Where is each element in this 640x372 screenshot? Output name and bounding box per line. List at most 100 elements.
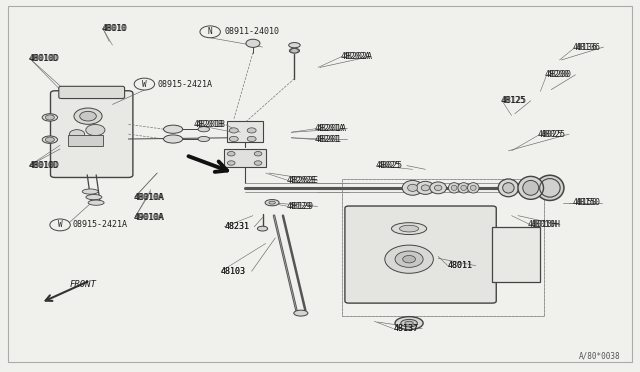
Ellipse shape: [42, 114, 58, 121]
Text: 48011: 48011: [448, 261, 473, 270]
Ellipse shape: [42, 136, 58, 143]
Text: 48125: 48125: [502, 96, 527, 105]
Text: 08911-24010: 08911-24010: [224, 27, 279, 36]
Text: 48150: 48150: [572, 198, 597, 207]
Circle shape: [227, 161, 235, 165]
Circle shape: [254, 151, 262, 156]
FancyBboxPatch shape: [345, 206, 496, 303]
Text: 48010A: 48010A: [135, 193, 165, 202]
Text: 48010D: 48010D: [29, 161, 60, 170]
Circle shape: [227, 151, 235, 156]
Text: 48136: 48136: [573, 42, 598, 51]
Circle shape: [395, 251, 423, 267]
Ellipse shape: [405, 321, 413, 325]
Circle shape: [247, 128, 256, 133]
Ellipse shape: [408, 184, 417, 192]
Ellipse shape: [502, 183, 514, 193]
Ellipse shape: [399, 225, 419, 232]
Ellipse shape: [467, 183, 479, 193]
Text: 48010D: 48010D: [29, 54, 59, 62]
Ellipse shape: [458, 183, 469, 193]
Ellipse shape: [416, 181, 435, 195]
Circle shape: [229, 128, 238, 133]
Text: 48201: 48201: [317, 135, 342, 144]
Text: 48010D: 48010D: [29, 54, 60, 62]
Ellipse shape: [86, 195, 102, 200]
Text: 48010: 48010: [103, 24, 128, 33]
Text: 48011: 48011: [448, 261, 473, 270]
Ellipse shape: [498, 179, 518, 197]
Text: 48202A: 48202A: [342, 52, 372, 61]
Ellipse shape: [518, 176, 543, 199]
Text: 49010A: 49010A: [134, 213, 164, 222]
Text: 48201B: 48201B: [193, 121, 223, 129]
Text: 48025: 48025: [378, 161, 403, 170]
Circle shape: [74, 108, 102, 124]
Text: 48125: 48125: [500, 96, 525, 105]
Text: 48200: 48200: [545, 70, 570, 79]
Ellipse shape: [289, 42, 300, 48]
Text: 48025: 48025: [376, 161, 401, 170]
Text: 48200: 48200: [547, 70, 572, 79]
Bar: [342, 179, 543, 316]
Text: 48202E: 48202E: [287, 176, 317, 185]
Circle shape: [134, 78, 155, 90]
Text: 08915-2421A: 08915-2421A: [157, 80, 212, 89]
Circle shape: [403, 256, 415, 263]
Circle shape: [385, 245, 433, 273]
Text: 48201B: 48201B: [195, 121, 225, 129]
Ellipse shape: [257, 226, 268, 231]
Text: 48201A: 48201A: [317, 124, 347, 133]
Text: 48010D: 48010D: [29, 161, 59, 170]
Text: 48103: 48103: [221, 267, 246, 276]
Ellipse shape: [451, 185, 457, 190]
Text: 48025: 48025: [537, 129, 562, 139]
Ellipse shape: [198, 137, 209, 142]
Ellipse shape: [198, 126, 209, 132]
Circle shape: [246, 39, 260, 47]
Text: W: W: [142, 80, 147, 89]
Text: 48136: 48136: [575, 42, 600, 51]
Bar: [342, 179, 543, 316]
Circle shape: [50, 219, 70, 231]
Text: 49010A: 49010A: [135, 213, 165, 222]
Text: 48103: 48103: [221, 267, 246, 276]
Ellipse shape: [470, 185, 476, 190]
Text: 48202E: 48202E: [288, 176, 318, 185]
Ellipse shape: [449, 183, 460, 193]
Ellipse shape: [430, 182, 447, 194]
Text: W: W: [58, 221, 62, 230]
Ellipse shape: [289, 48, 300, 53]
Text: FRONT: FRONT: [70, 280, 97, 289]
Circle shape: [247, 137, 256, 141]
Text: 48129: 48129: [287, 202, 312, 211]
Ellipse shape: [83, 189, 98, 194]
Circle shape: [291, 48, 298, 53]
Ellipse shape: [294, 310, 308, 316]
Ellipse shape: [395, 317, 423, 330]
Text: 48137: 48137: [394, 324, 419, 333]
Text: 48025: 48025: [540, 129, 565, 139]
Bar: [492, 227, 540, 282]
Circle shape: [45, 137, 54, 142]
Ellipse shape: [523, 180, 539, 195]
Ellipse shape: [536, 175, 564, 201]
Circle shape: [86, 125, 105, 136]
Ellipse shape: [435, 185, 442, 190]
Text: A/80*0038: A/80*0038: [579, 351, 620, 360]
Ellipse shape: [461, 185, 467, 190]
Ellipse shape: [164, 125, 182, 133]
Text: 48010H: 48010H: [531, 221, 561, 230]
Text: 48202A: 48202A: [340, 52, 371, 61]
Circle shape: [69, 130, 84, 138]
Text: 48010A: 48010A: [134, 193, 164, 202]
Text: 48231: 48231: [224, 222, 249, 231]
Circle shape: [229, 137, 238, 141]
Ellipse shape: [392, 223, 427, 235]
Text: 48137: 48137: [394, 324, 419, 333]
Ellipse shape: [164, 135, 182, 143]
Circle shape: [254, 161, 262, 165]
Ellipse shape: [401, 320, 417, 327]
Text: 48129: 48129: [288, 202, 313, 211]
Text: 48150: 48150: [575, 198, 600, 207]
